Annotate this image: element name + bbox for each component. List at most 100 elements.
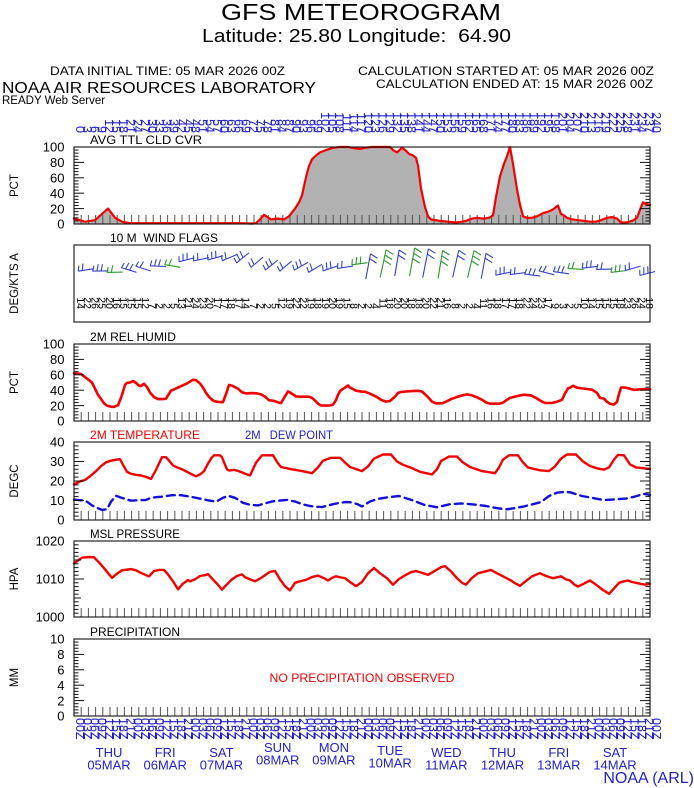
- svg-text:07MAR: 07MAR: [200, 758, 243, 773]
- svg-text:HPA: HPA: [9, 567, 21, 590]
- svg-text:1020: 1020: [36, 534, 65, 549]
- svg-text:5: 5: [571, 303, 583, 309]
- svg-text:21: 21: [182, 297, 194, 309]
- svg-text:15: 15: [600, 297, 612, 309]
- svg-text:15: 15: [592, 297, 604, 309]
- svg-text:24: 24: [189, 297, 201, 309]
- svg-text:171: 171: [483, 112, 497, 133]
- svg-text:PCT: PCT: [9, 371, 21, 394]
- svg-text:30: 30: [50, 454, 64, 469]
- svg-text:2: 2: [355, 303, 367, 309]
- svg-text:180: 180: [505, 112, 519, 133]
- svg-text:20: 20: [326, 297, 338, 309]
- svg-text:3: 3: [556, 303, 568, 309]
- svg-text:23: 23: [621, 297, 633, 309]
- svg-text:4: 4: [57, 678, 64, 693]
- svg-text:18Z: 18Z: [347, 718, 361, 740]
- svg-text:126: 126: [375, 112, 389, 133]
- svg-text:105: 105: [325, 112, 339, 133]
- svg-text:13MAR: 13MAR: [537, 758, 580, 773]
- svg-text:147: 147: [426, 112, 440, 133]
- svg-text:21Z: 21Z: [354, 718, 368, 740]
- svg-text:05MAR: 05MAR: [87, 758, 130, 773]
- svg-text:12Z: 12Z: [563, 718, 577, 740]
- svg-text:SAT: SAT: [209, 745, 233, 760]
- svg-text:20: 20: [391, 297, 403, 309]
- svg-text:129: 129: [383, 112, 397, 133]
- svg-text:80: 80: [50, 155, 64, 170]
- svg-text:18: 18: [412, 297, 424, 309]
- svg-text:10: 10: [50, 632, 64, 647]
- svg-text:21: 21: [123, 119, 137, 133]
- svg-text:21Z: 21Z: [642, 718, 656, 740]
- svg-text:18: 18: [384, 297, 396, 309]
- svg-text:18: 18: [116, 119, 130, 133]
- svg-text:DEG/KTS A: DEG/KTS A: [9, 253, 21, 314]
- svg-text:18Z: 18Z: [462, 718, 476, 740]
- svg-text:111: 111: [339, 114, 353, 133]
- svg-text:2: 2: [261, 303, 273, 309]
- svg-text:7: 7: [146, 303, 158, 309]
- svg-text:16: 16: [484, 297, 496, 309]
- svg-text:10: 10: [578, 297, 590, 309]
- svg-text:09Z: 09Z: [613, 718, 627, 740]
- svg-text:06Z: 06Z: [145, 718, 159, 740]
- svg-text:11: 11: [376, 298, 388, 309]
- svg-text:42: 42: [174, 119, 188, 133]
- svg-text:FRI: FRI: [155, 745, 176, 760]
- svg-text:CALCULATION ENDED AT: 15 MAR 2: CALCULATION ENDED AT: 15 MAR 2026 00Z: [376, 77, 654, 91]
- svg-text:210: 210: [577, 112, 591, 133]
- svg-text:15Z: 15Z: [109, 718, 123, 740]
- svg-text:06Z: 06Z: [606, 718, 620, 740]
- svg-text:PCT: PCT: [9, 174, 21, 197]
- svg-text:15: 15: [607, 297, 619, 309]
- svg-text:7: 7: [247, 303, 259, 309]
- svg-text:177: 177: [498, 112, 512, 133]
- svg-text:21Z: 21Z: [584, 718, 598, 740]
- svg-text:15Z: 15Z: [512, 718, 526, 740]
- svg-text:99: 99: [311, 119, 325, 133]
- svg-text:45: 45: [181, 119, 195, 133]
- svg-text:0: 0: [57, 414, 64, 429]
- svg-text:20: 20: [50, 201, 64, 216]
- svg-text:40: 40: [50, 435, 64, 450]
- svg-text:GFS METEOROGRAM: GFS METEOROGRAM: [221, 0, 501, 25]
- svg-text:207: 207: [570, 112, 584, 133]
- svg-text:198: 198: [548, 112, 562, 133]
- svg-text:SUN: SUN: [264, 740, 291, 755]
- svg-text:17: 17: [542, 297, 554, 309]
- svg-text:15Z: 15Z: [282, 718, 296, 740]
- svg-text:60: 60: [217, 119, 231, 133]
- svg-text:18: 18: [405, 297, 417, 309]
- svg-text:18: 18: [312, 297, 324, 309]
- svg-text:21Z: 21Z: [123, 718, 137, 740]
- svg-text:237: 237: [642, 112, 656, 133]
- svg-text:120: 120: [361, 112, 375, 133]
- svg-text:00Z: 00Z: [534, 718, 548, 740]
- svg-text:100: 100: [43, 140, 65, 155]
- svg-text:63: 63: [224, 119, 238, 133]
- svg-text:156: 156: [447, 112, 461, 133]
- svg-text:21Z: 21Z: [411, 718, 425, 740]
- svg-text:03Z: 03Z: [311, 718, 325, 740]
- svg-text:WED: WED: [431, 745, 461, 760]
- svg-text:222: 222: [606, 112, 620, 133]
- svg-text:06Z: 06Z: [87, 718, 101, 740]
- svg-text:8: 8: [348, 303, 360, 309]
- svg-text:141: 141: [411, 112, 425, 133]
- svg-text:22: 22: [81, 297, 93, 309]
- svg-text:NOAA AIR RESOURCES LABORATORY: NOAA AIR RESOURCES LABORATORY: [2, 80, 316, 97]
- svg-text:11: 11: [477, 298, 489, 309]
- svg-text:12: 12: [139, 297, 151, 309]
- svg-text:12Z: 12Z: [102, 718, 116, 740]
- svg-text:09Z: 09Z: [152, 718, 166, 740]
- svg-text:12: 12: [102, 119, 116, 133]
- svg-text:80: 80: [50, 352, 64, 367]
- svg-text:20: 20: [50, 398, 64, 413]
- svg-text:84: 84: [275, 119, 289, 133]
- svg-text:2: 2: [57, 693, 64, 708]
- svg-text:21: 21: [434, 297, 446, 309]
- svg-text:26: 26: [628, 297, 640, 309]
- svg-text:174: 174: [491, 112, 505, 133]
- svg-text:Latitude: 25.80 Longitude: 64: Latitude: 25.80 Longitude: 64.90: [202, 25, 511, 46]
